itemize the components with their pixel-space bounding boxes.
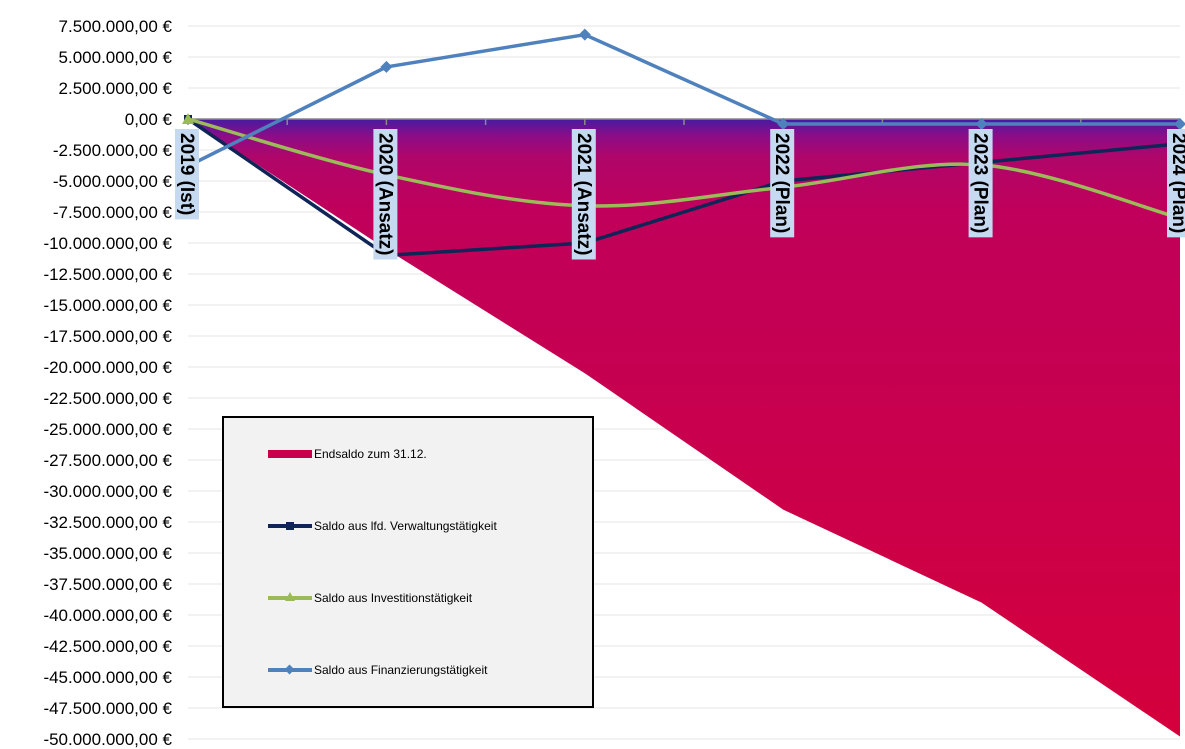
legend-label-endsaldo: Endsaldo zum 31.12. [314,447,427,461]
y-tick-label: -47.500.000,00 € [43,699,172,718]
x-tick-label-group: 2022 (Plan) [770,129,795,238]
line-finanzierung [187,32,1180,168]
y-tick-label: -32.500.000,00 € [43,513,172,532]
y-tick-label: -12.500.000,00 € [43,265,172,284]
area-endsaldo [188,119,1180,737]
y-tick-label: -37.500.000,00 € [43,575,172,594]
legend-item-endsaldo: Endsaldo zum 31.12. [268,444,427,464]
legend-swatch-verwaltung [268,516,312,536]
y-tick-label: 5.000.000,00 € [59,48,173,67]
x-tick-label: 2023 (Plan) [970,133,991,233]
x-tick-label-bg [175,129,199,220]
x-tick-label-bg [968,129,993,238]
legend-swatch-finanzierung [268,660,312,680]
y-tick-label: -2.500.000,00 € [53,141,173,160]
legend-swatch-investition [268,588,312,608]
x-tick-label-bg [770,129,795,238]
y-tick-label: -25.000.000,00 € [43,420,172,439]
x-tick-label-group: 2023 (Plan) [968,129,993,238]
y-tick-label: -27.500.000,00 € [43,451,172,470]
legend-label-investition: Saldo aus Investitionstätigkeit [314,591,473,605]
x-tick-label: 2020 (Ansatz) [374,133,395,256]
y-tick-label: -45.000.000,00 € [43,668,172,687]
y-tick-label: -17.500.000,00 € [43,327,172,346]
legend-label-finanzierung: Saldo aus Finanzierungstätigkeit [314,663,488,677]
x-tick-label-group: 2020 (Ansatz) [373,129,398,260]
x-tick-label-group: 2019 (Ist) [175,129,199,220]
x-axis-tick-labels: 2019 (Ist) 2020 (Ansatz) 2021 (Ansatz) 2022… [175,129,1185,260]
legend-swatch-endsaldo [268,444,312,464]
endsaldo-area [188,119,1180,737]
line-verwaltung [187,117,1181,258]
y-tick-label: -15.000.000,00 € [43,296,172,315]
x-tick-label-group: 2024 (Plan) [1167,129,1185,238]
y-tick-label: -7.500.000,00 € [53,203,173,222]
legend-item-verwaltung: Saldo aus lfd. Verwaltungstätigkeit [268,516,497,536]
line-investition [187,117,1181,220]
marker-finanzierung [578,28,591,41]
legend-item-investition: Saldo aus Investitionstätigkeit [268,588,472,608]
x-tick-label: 2022 (Plan) [771,133,792,233]
y-tick-label: -42.500.000,00 € [43,637,172,656]
y-tick-label: -35.000.000,00 € [43,544,172,563]
y-axis-tick-labels: 7.500.000,00 € 5.000.000,00 € 2.500.000,00… [43,17,172,749]
x-tick-label-bg [571,129,596,260]
y-tick-label: 0,00 € [125,110,173,129]
y-tick-label: -22.500.000,00 € [43,389,172,408]
y-tick-label: 2.500.000,00 € [59,79,173,98]
x-tick-label: 2019 (Ist) [176,133,197,215]
y-tick-label: -50.000.000,00 € [43,730,172,749]
x-tick-label-group: 2021 (Ansatz) [571,129,596,260]
marker-finanzierung [777,117,790,130]
y-tick-label: -40.000.000,00 € [43,606,172,625]
legend-label-verwaltung: Saldo aus lfd. Verwaltungstätigkeit [314,519,497,533]
marker-investition [182,113,194,124]
y-tick-label: -20.000.000,00 € [43,358,172,377]
y-tick-label: -30.000.000,00 € [43,482,172,501]
marker-finanzierung [1174,117,1185,130]
x-tick-label-bg [1167,129,1185,238]
y-tick-label: -5.000.000,00 € [53,172,173,191]
y-tick-label: 7.500.000,00 € [59,17,173,36]
legend-item-finanzierung: Saldo aus Finanzierungstätigkeit [268,660,487,680]
legend: Endsaldo zum 31.12. Saldo aus lfd. Verwa… [222,416,594,708]
marker-finanzierung [380,60,393,73]
marker-finanzierung [975,117,988,130]
x-tick-label: 2024 (Plan) [1168,133,1185,233]
x-tick-label: 2021 (Ansatz) [573,133,594,256]
y-tick-label: -10.000.000,00 € [43,234,172,253]
x-tick-label-bg [373,129,398,260]
